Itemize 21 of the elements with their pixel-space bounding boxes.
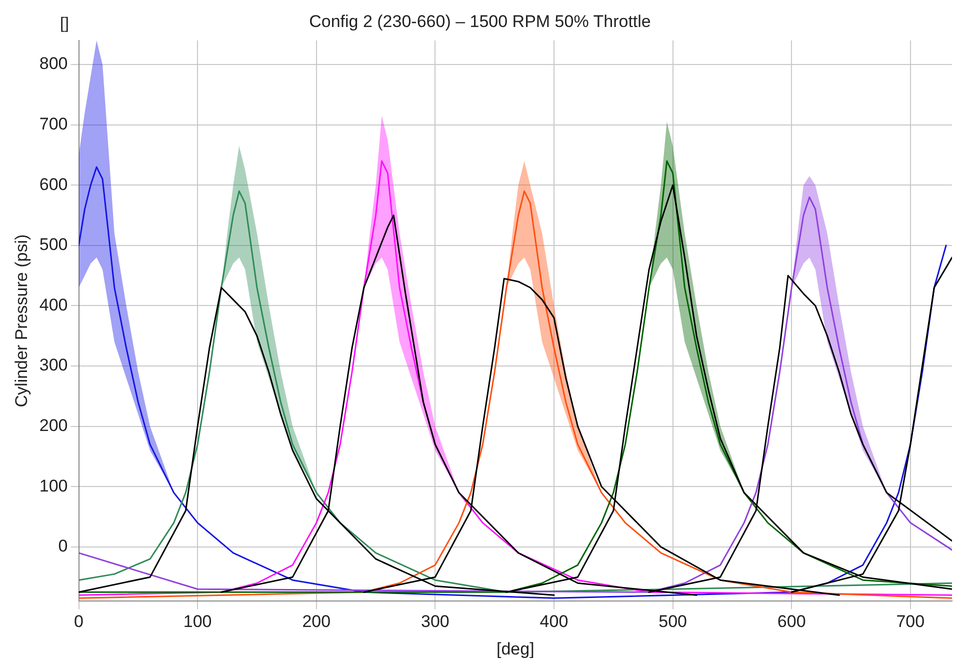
y-tick-label: 0 — [58, 536, 68, 556]
y-tick-label: 200 — [39, 416, 68, 436]
x-tick-label: 0 — [74, 612, 84, 632]
y-tick-label: 300 — [39, 356, 68, 375]
text: [] — [60, 15, 69, 32]
y-tick-label: 600 — [39, 174, 68, 194]
x-tick-label: 700 — [896, 612, 925, 632]
y-tick-label: 700 — [39, 114, 68, 134]
y-tick-label: 500 — [39, 235, 68, 254]
x-tick-label: 300 — [421, 612, 450, 632]
x-axis-title: [deg] — [496, 639, 534, 658]
y-axis-title: Cylinder Pressure (psi) — [12, 234, 31, 408]
y-tick-label: 100 — [39, 476, 68, 496]
chart-title: Config 2 (230-660) – 1500 RPM 50% Throttle — [309, 12, 651, 31]
x-tick-label: 400 — [540, 612, 568, 632]
y-tick-label: 800 — [39, 54, 68, 74]
x-tick-label: 100 — [183, 612, 212, 632]
x-tick-label: 200 — [302, 612, 331, 632]
x-tick-label: 500 — [658, 612, 687, 632]
y-tick-label: 400 — [39, 295, 68, 314]
x-tick-label: 600 — [777, 612, 806, 632]
